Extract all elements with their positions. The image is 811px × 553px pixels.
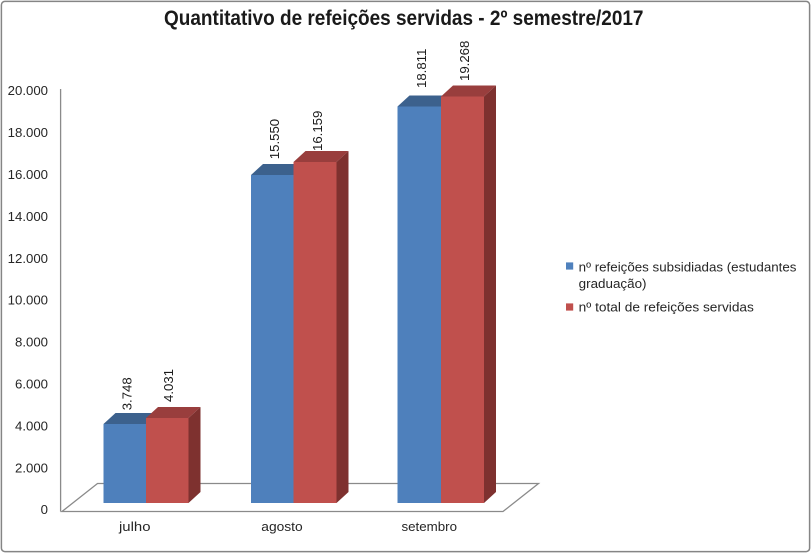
svg-text:19.268: 19.268 <box>457 41 472 81</box>
svg-text:agosto: agosto <box>261 519 302 534</box>
svg-text:12.000: 12.000 <box>8 251 48 266</box>
svg-text:10.000: 10.000 <box>8 293 48 308</box>
svg-text:2.000: 2.000 <box>15 460 48 475</box>
svg-text:14.000: 14.000 <box>8 209 48 224</box>
svg-text:nº total de refeições servidas: nº total de refeições servidas <box>579 300 755 315</box>
svg-text:graduação): graduação) <box>579 276 647 291</box>
svg-text:Quantitativo de refeições serv: Quantitativo de refeições servidas - 2º … <box>164 7 644 30</box>
svg-text:4.000: 4.000 <box>15 418 48 433</box>
svg-text:nº refeições subsidiadas (estu: nº refeições subsidiadas (estudantes <box>579 260 797 275</box>
svg-text:setembro: setembro <box>402 519 458 534</box>
svg-text:16.000: 16.000 <box>8 167 48 182</box>
svg-text:julho: julho <box>118 519 151 534</box>
svg-text:16.159: 16.159 <box>310 111 325 151</box>
svg-text:8.000: 8.000 <box>15 335 48 350</box>
svg-text:15.550: 15.550 <box>267 119 282 159</box>
svg-text:6.000: 6.000 <box>15 377 48 392</box>
svg-text:0: 0 <box>41 502 48 517</box>
svg-text:4.031: 4.031 <box>161 369 176 402</box>
svg-text:20.000: 20.000 <box>8 83 48 98</box>
svg-text:3.748: 3.748 <box>119 377 134 410</box>
svg-text:18.811: 18.811 <box>414 49 429 88</box>
svg-text:18.000: 18.000 <box>8 125 48 140</box>
